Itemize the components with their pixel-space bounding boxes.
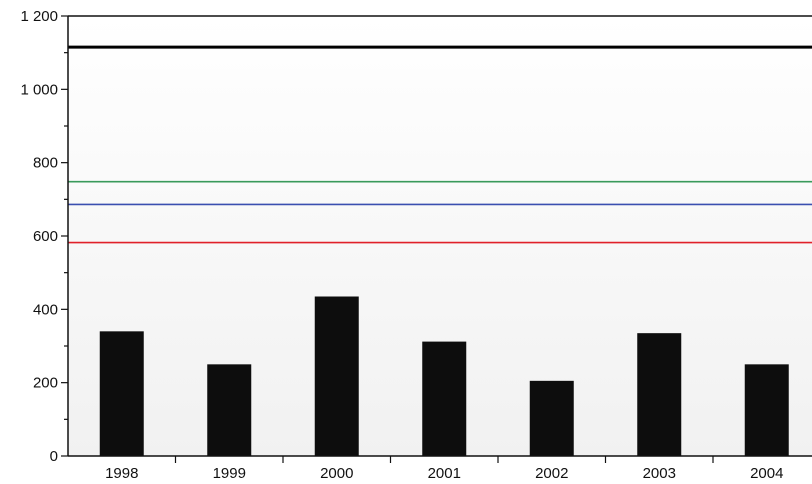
bars	[99, 296, 789, 456]
reference-lines	[68, 45, 812, 244]
y-axis-ticks: 0 200 400 600 800 1 000 1 200	[20, 8, 68, 465]
x-axis-ticks: 1998 1999 2000 2001 2002 2003 2004	[105, 456, 783, 482]
y-tick-label: 1 000	[20, 81, 58, 98]
bar-1999	[207, 364, 252, 456]
y-tick-label: 600	[33, 228, 58, 245]
x-tick-label: 2001	[428, 465, 461, 482]
y-tick-label: 200	[33, 375, 58, 392]
bar-2002	[529, 380, 574, 456]
bar-1998	[99, 331, 144, 456]
y-tick-label: 1 200	[20, 8, 58, 25]
bar-2000	[314, 296, 359, 456]
y-tick-label: 800	[33, 155, 58, 172]
bar-2003	[637, 333, 682, 456]
x-tick-label: 1999	[213, 465, 246, 482]
x-tick-label: 1998	[105, 465, 138, 482]
y-tick-label: 0	[50, 448, 58, 465]
x-tick-label: 2004	[750, 465, 783, 482]
bar-2001	[422, 341, 467, 456]
x-tick-label: 2003	[643, 465, 676, 482]
x-tick-label: 2000	[320, 465, 353, 482]
y-tick-label: 400	[33, 301, 58, 318]
x-tick-label: 2002	[535, 465, 568, 482]
bar-2004	[744, 364, 789, 456]
